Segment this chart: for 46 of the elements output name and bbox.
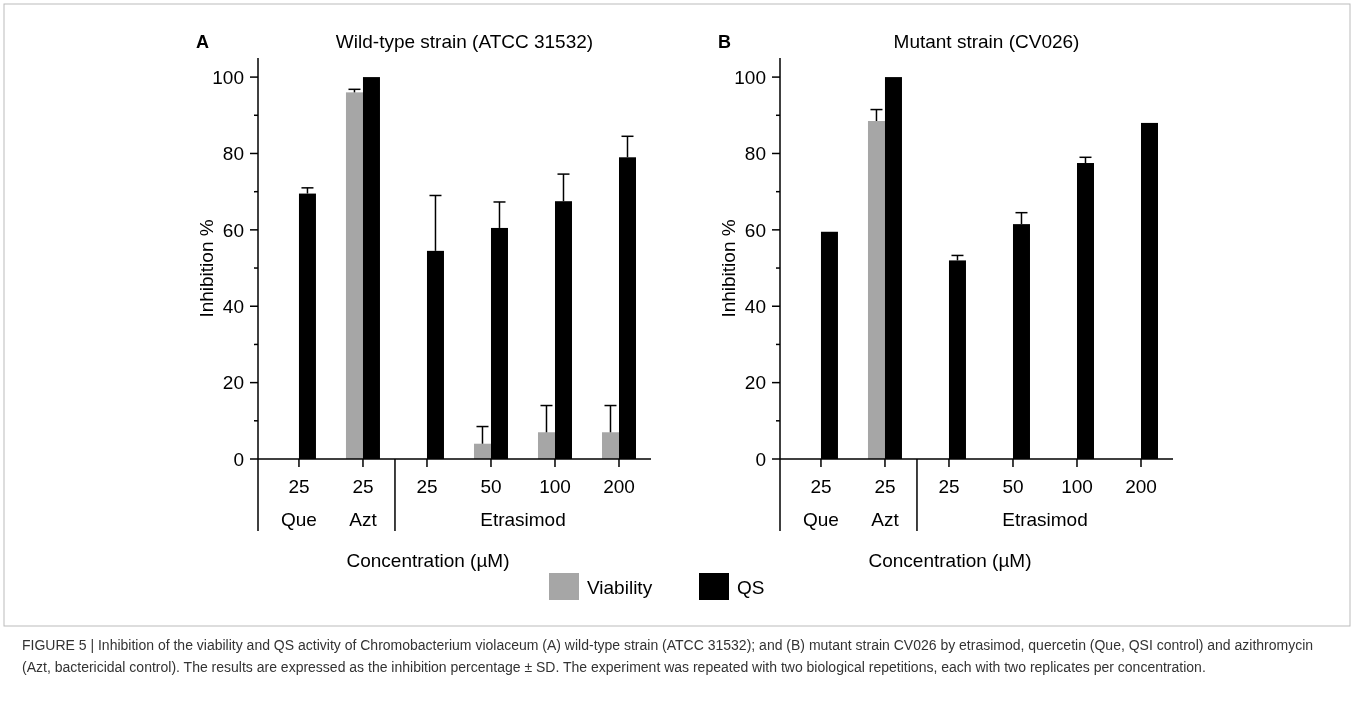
legend-label: Viability	[587, 576, 653, 598]
y-tick-label: 100	[734, 66, 766, 88]
x-tick-label: 25	[352, 476, 374, 497]
y-tick-label: 20	[222, 372, 244, 394]
y-tick-label: 60	[744, 219, 766, 241]
x-tick-label: 25	[938, 476, 960, 497]
bar	[473, 443, 491, 459]
y-tick-label: 80	[222, 143, 244, 165]
x-tick-label: 200	[1125, 476, 1157, 497]
caption: FIGURE 5 | Inhibition of the viability and QS activity of Chromobacterium violaceum (A) wild-type strain (ATCC 31532); and (B) mutant strain CV026 by etrasimod, quercetin (Que, QSI control) and azithromycin (Azt, bactericidal control). The results are expressed as the inhibition percentage ± SD. The experiment was repeated with two biological repetitions, each with two replicates per concentration.	[22, 637, 1314, 675]
x-axis-title: Concentration (µM)	[346, 550, 510, 571]
x-tick-label: 100	[539, 476, 571, 497]
y-axis-title: Inhibition %	[196, 219, 217, 318]
bar	[602, 432, 619, 459]
x-tick-label: 25	[288, 476, 310, 497]
y-tick-label: 80	[744, 143, 766, 165]
y-tick-label: 60	[222, 219, 244, 241]
y-tick-label: 0	[755, 448, 766, 470]
x-axis-title: Concentration (µM)	[868, 550, 1032, 571]
y-tick-label: 100	[212, 66, 244, 88]
bar	[345, 92, 363, 459]
y-tick-label: 40	[744, 295, 766, 317]
y-tick-label: 0	[233, 448, 244, 470]
x-tick-label: 25	[874, 476, 896, 497]
bar	[867, 121, 885, 459]
x-tick-label: 25	[810, 476, 832, 497]
y-tick-label: 20	[744, 372, 766, 394]
x-tick-label: 50	[1002, 476, 1024, 497]
bar	[537, 432, 555, 459]
text: Que	[803, 509, 839, 530]
text: Etrasimod	[1002, 509, 1088, 530]
x-tick-label: 25	[416, 476, 438, 497]
text: Azt	[349, 509, 378, 530]
text: A	[196, 32, 209, 52]
text: Azt	[871, 509, 900, 530]
text: Etrasimod	[480, 509, 566, 530]
legend-label: QS	[737, 576, 765, 598]
x-tick-label: 100	[1061, 476, 1093, 497]
text: Que	[281, 509, 317, 530]
x-tick-label: 50	[480, 476, 502, 497]
y-axis-title: Inhibition %	[718, 219, 739, 318]
chart-title: Mutant strain (CV026)	[893, 31, 1080, 52]
text: B	[718, 32, 731, 52]
x-tick-label: 200	[603, 476, 635, 497]
y-tick-label: 40	[222, 295, 244, 317]
chart-title: Wild-type strain (ATCC 31532)	[335, 31, 594, 52]
